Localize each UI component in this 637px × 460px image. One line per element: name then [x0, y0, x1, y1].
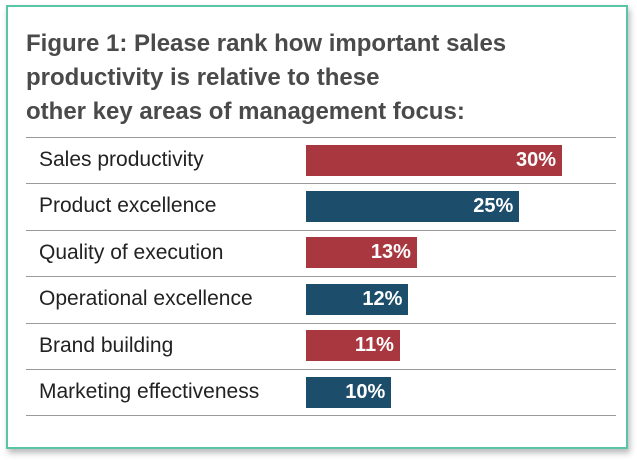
figure-title-line-1: Figure 1: Please rank how important sale… — [26, 30, 507, 57]
bar: 13% — [306, 237, 417, 269]
bar: 30% — [306, 144, 562, 176]
bar-value-label: 13% — [370, 241, 411, 264]
bar-value-label: 11% — [354, 334, 394, 357]
figure-card: Figure 1: Please rank how important sale… — [6, 5, 628, 449]
category-label: Sales productivity — [39, 148, 204, 171]
bar-value-label: 30% — [515, 148, 556, 171]
bar: 11% — [306, 330, 400, 362]
category-label: Quality of execution — [39, 240, 224, 264]
row-divider — [26, 276, 616, 278]
row-divider — [26, 369, 616, 370]
category-label: Brand building — [39, 333, 174, 357]
row-divider — [26, 137, 616, 138]
bar: 10% — [306, 376, 392, 408]
bar-value-label: 25% — [473, 194, 514, 217]
category-label: Operational excellence — [39, 287, 253, 311]
bar-value-label: 12% — [362, 287, 403, 310]
category-label: Product excellence — [39, 194, 217, 218]
bar: 12% — [306, 283, 409, 315]
row-divider — [26, 183, 616, 185]
figure-title: Figure 1: Please rank how important sale… — [26, 27, 606, 129]
bar: 25% — [306, 190, 520, 222]
row-divider — [26, 322, 616, 324]
bar-value-label: 10% — [345, 380, 386, 403]
figure-title-line-3: other key areas of management focus: — [26, 98, 465, 125]
figure-title-line-2: productivity is relative to these — [26, 64, 380, 91]
row-divider — [26, 415, 616, 417]
category-label: Marketing effectiveness — [39, 380, 260, 403]
row-divider — [26, 229, 616, 231]
